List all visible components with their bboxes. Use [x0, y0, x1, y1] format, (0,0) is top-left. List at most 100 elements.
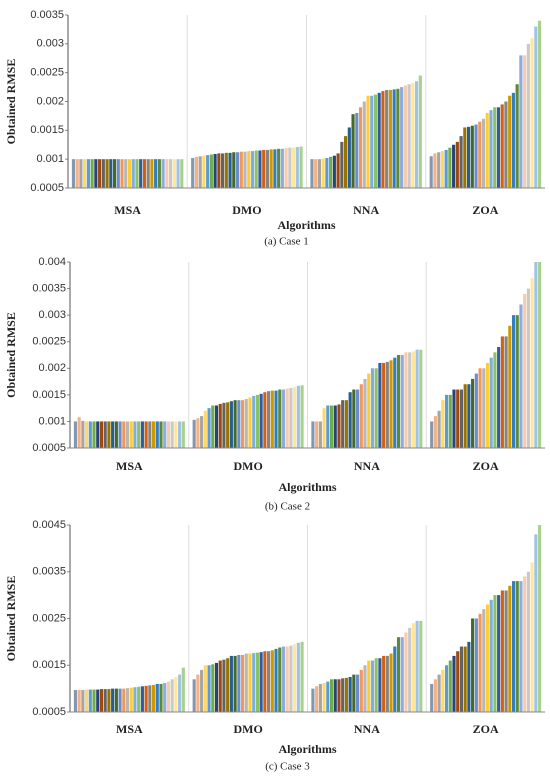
bar [534, 262, 538, 448]
bar [265, 149, 269, 188]
bar [485, 604, 490, 712]
bar [411, 351, 415, 448]
bar [146, 159, 150, 188]
bar [277, 148, 281, 188]
bar [467, 641, 471, 712]
bar [478, 613, 482, 712]
bar [433, 679, 437, 712]
bar [433, 153, 437, 188]
bar [404, 352, 408, 448]
x-tick-label: NNA [354, 722, 380, 736]
bar [340, 141, 344, 188]
x-tick-label: MSA [116, 459, 143, 473]
bar [456, 651, 460, 712]
bar [296, 385, 300, 448]
bar [336, 153, 340, 188]
bar [370, 95, 374, 188]
bar [351, 114, 355, 188]
bar [441, 669, 445, 712]
bar [348, 392, 352, 448]
bar [107, 689, 111, 712]
bar [530, 562, 534, 712]
bar [497, 595, 501, 712]
bar [519, 55, 523, 188]
bar [88, 689, 92, 712]
bar [444, 149, 448, 188]
bar [493, 107, 497, 188]
caption: (a) Case 1 [264, 236, 309, 248]
y-tick-label: 0.0015 [32, 389, 66, 401]
bar [466, 126, 471, 188]
bar [169, 159, 173, 188]
bar [332, 155, 336, 188]
bar [404, 632, 408, 712]
bar [367, 373, 371, 448]
bar [403, 85, 407, 188]
bar [289, 387, 293, 448]
bar [333, 679, 337, 712]
bar [243, 151, 247, 188]
caption: (b) Case 2 [265, 501, 310, 513]
bar [373, 94, 378, 188]
bar [218, 403, 222, 448]
bar [203, 665, 207, 712]
bar [178, 674, 182, 712]
bar [437, 152, 441, 188]
bar [125, 688, 130, 712]
bar [362, 101, 366, 188]
bar [240, 400, 245, 448]
bar [515, 581, 519, 712]
x-tick-label: NNA [353, 203, 379, 217]
bar [224, 152, 228, 188]
y-tick-label: 0.0025 [32, 336, 66, 348]
bar [285, 388, 289, 448]
bar [296, 642, 300, 712]
bar [207, 665, 211, 712]
bar [269, 149, 273, 188]
bar [385, 361, 389, 448]
bar [211, 664, 215, 712]
bar [341, 678, 345, 712]
bar [523, 576, 527, 712]
bar [318, 421, 322, 448]
bar [270, 390, 274, 448]
bar [90, 159, 94, 188]
bar [202, 155, 206, 188]
bar [107, 421, 111, 448]
y-tick-label: 0.003 [38, 309, 66, 321]
bar [203, 410, 207, 448]
bar [311, 421, 315, 448]
bar [196, 674, 200, 712]
bar [278, 647, 282, 712]
x-tick-label: NNA [354, 459, 380, 473]
bar [209, 154, 213, 188]
bar [470, 125, 474, 188]
bar [240, 654, 245, 712]
bar [452, 389, 456, 448]
bar [530, 277, 534, 448]
bar [207, 408, 211, 448]
bar [333, 405, 337, 448]
bar [222, 659, 226, 712]
bar [94, 159, 98, 188]
bar [114, 688, 118, 712]
bar [358, 107, 363, 188]
bar [247, 151, 251, 188]
bar [161, 159, 165, 188]
bar [178, 421, 182, 448]
bar [300, 641, 304, 712]
bar [200, 416, 204, 448]
bar [433, 416, 437, 448]
bar [359, 384, 363, 448]
bar [310, 159, 314, 188]
bar [155, 421, 159, 448]
bar [244, 653, 248, 712]
bar [96, 421, 100, 448]
bar [326, 681, 330, 712]
bar [137, 686, 141, 712]
bar [237, 654, 241, 712]
bar [129, 687, 133, 712]
bar [226, 402, 230, 448]
bar [523, 293, 527, 448]
bar [99, 689, 104, 712]
